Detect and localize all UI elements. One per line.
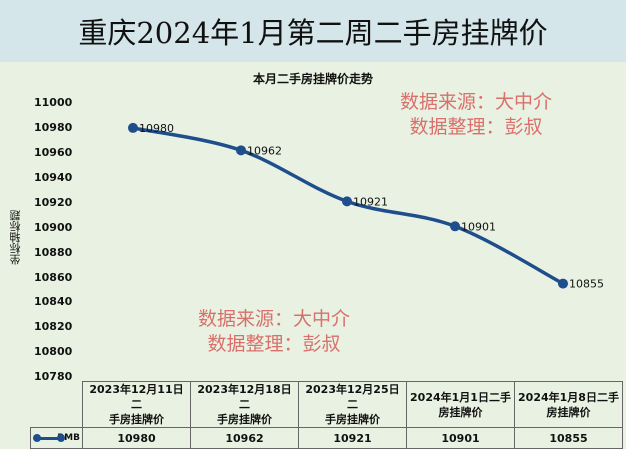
table-header-cell: 2023年12月11日二 手房挂牌价 bbox=[82, 381, 191, 428]
watermark-line: 数据来源：大中介 bbox=[198, 308, 351, 330]
table-value-cell: 10921 bbox=[298, 427, 407, 449]
legend-marker-icon bbox=[33, 434, 41, 442]
y-tick: 10840 bbox=[34, 295, 73, 308]
y-tick: 10880 bbox=[34, 246, 73, 259]
title-bar: 重庆2024年1月第二周二手房挂牌价 bbox=[0, 0, 626, 62]
chart-area: 本月二手房挂牌价走势 11000 10980 10960 10940 10920… bbox=[0, 62, 626, 449]
line-plot: 10980 10962 10921 10901 10855 bbox=[128, 122, 604, 291]
data-label: 10855 bbox=[569, 278, 604, 291]
y-tick: 10900 bbox=[34, 221, 73, 234]
data-point-marker bbox=[236, 145, 246, 156]
y-tick: 10920 bbox=[34, 196, 73, 209]
y-tick: 10780 bbox=[34, 370, 73, 383]
table-header-cell: 2024年1月1日二手 房挂牌价 bbox=[406, 381, 515, 428]
table-header-cell: 2024年1月8日二手 房挂牌价 bbox=[514, 381, 623, 428]
watermark-middle: 数据来源：大中介 数据整理：彭叔 bbox=[198, 307, 350, 357]
watermark-line: 数据整理：彭叔 bbox=[207, 333, 341, 355]
y-tick: 10860 bbox=[34, 271, 73, 284]
chart-title: 本月二手房挂牌价走势 bbox=[252, 72, 373, 86]
y-tick: 10980 bbox=[34, 121, 73, 134]
data-points bbox=[128, 122, 568, 289]
legend-cell: RMB bbox=[30, 427, 83, 449]
data-label: 10901 bbox=[461, 220, 496, 233]
y-tick: 11000 bbox=[34, 96, 73, 109]
table-value-cell: 10855 bbox=[514, 427, 623, 449]
legend-label: RMB bbox=[57, 433, 80, 443]
watermark-line: 数据整理：彭叔 bbox=[409, 116, 543, 138]
legend-marker-icon bbox=[57, 434, 65, 442]
data-point-marker bbox=[128, 122, 138, 133]
y-tick: 10800 bbox=[34, 345, 73, 358]
table-corner bbox=[31, 382, 83, 428]
page-title: 重庆2024年1月第二周二手房挂牌价 bbox=[78, 16, 548, 50]
data-point-marker bbox=[558, 278, 568, 289]
y-tick: 10960 bbox=[34, 146, 73, 159]
data-point-marker bbox=[342, 196, 352, 207]
data-label: 10921 bbox=[353, 195, 388, 208]
table-value-cell: 10962 bbox=[190, 427, 299, 449]
table-value-cell: 10901 bbox=[406, 427, 515, 449]
data-table: 2023年12月11日二 手房挂牌价 2023年12月18日二 手房挂牌价 2023… bbox=[30, 381, 623, 449]
table-value-cell: 10980 bbox=[82, 427, 191, 449]
y-tick: 10940 bbox=[34, 171, 73, 184]
data-label: 10962 bbox=[247, 144, 282, 157]
data-label: 10980 bbox=[139, 122, 174, 135]
legend-line-icon bbox=[34, 437, 62, 440]
data-point-marker bbox=[450, 221, 460, 232]
watermark-line: 数据来源：大中介 bbox=[400, 91, 553, 113]
watermark-top: 数据来源：大中介 数据整理：彭叔 bbox=[400, 90, 552, 140]
table-header-cell: 2023年12月25日二 手房挂牌价 bbox=[298, 381, 407, 428]
data-labels: 10980 10962 10921 10901 10855 bbox=[139, 122, 604, 291]
table-header-cell: 2023年12月18日二 手房挂牌价 bbox=[190, 381, 299, 428]
y-tick: 10820 bbox=[34, 320, 73, 333]
